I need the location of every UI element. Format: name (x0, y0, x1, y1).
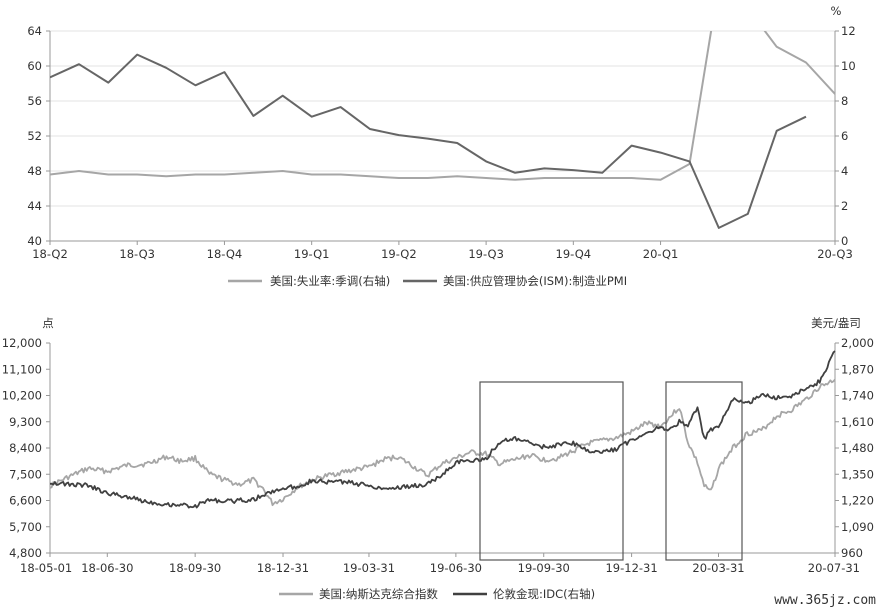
bottom-x-tick-20-03-31: 20-03-31 (692, 561, 744, 575)
bottom-x-tick-labels: 18-05-01 18-06-30 18-09-30 18-12-31 19-03-31… (20, 553, 860, 575)
bottom-left-tick-7-500: 7,500 (9, 467, 42, 481)
top-x-tick-19-q1: 19-Q1 (294, 247, 330, 261)
top-x-tick-19-q4: 19-Q4 (556, 247, 592, 261)
top-series-line-0 (50, 31, 835, 181)
top-chart: 40 44 48 52 56 60 64 0 2 4 6 8 10 12 18-Q2 18-Q3 18-Q4… (27, 4, 856, 288)
bottom-left-tick-9-300: 9,300 (9, 415, 42, 429)
top-left-tick-52: 52 (27, 129, 42, 143)
bottom-x-tick-19-06-30: 19-06-30 (430, 561, 482, 575)
bottom-right-tick-labels: 960 1,090 1,220 1,350 1,480 1,610 1,740 1,870 2,… (835, 336, 874, 560)
bottom-x-tick-20-07-31: 20-07-31 (808, 561, 860, 575)
bottom-chart: 4,800 5,700 6,600 7,500 8,400 9,300 10,200 11,1… (2, 316, 876, 608)
bottom-x-tick-18-05-01: 18-05-01 (20, 561, 72, 575)
bottom-series-lines (49, 350, 836, 509)
top-right-tick-6: 6 (841, 129, 848, 143)
bottom-right-tick-1-740: 1,740 (841, 389, 874, 403)
top-right-unit: % (831, 4, 842, 18)
bottom-left-tick-8-400: 8,400 (9, 441, 42, 455)
top-right-tick-10: 10 (841, 59, 856, 73)
top-legend: 美国:失业率:季调(右轴) 美国:供应管理协会(ISM):制造业PMI (228, 274, 627, 288)
bottom-left-tick-5-700: 5,700 (9, 520, 42, 534)
bottom-right-tick-1-480: 1,480 (841, 441, 874, 455)
bottom-left-tick-6-600: 6,600 (9, 494, 42, 508)
top-left-tick-labels: 40 44 48 52 56 60 64 (27, 24, 42, 248)
top-left-tick-60: 60 (27, 59, 42, 73)
top-x-tick-19-q2: 19-Q2 (381, 247, 417, 261)
highlight-box-2019 (479, 381, 624, 561)
bottom-left-tick-4-800: 4,800 (9, 546, 42, 560)
top-series-lines (50, 31, 835, 229)
top-right-tick-12: 12 (841, 24, 856, 38)
highlight-box-2020 (665, 381, 743, 561)
top-x-tick-labels: 18-Q2 18-Q3 18-Q4 19-Q1 19-Q2 19-Q3 19-Q4 20-Q1… (32, 247, 853, 261)
top-series-line-1 (50, 53, 807, 229)
bottom-series-line-0 (49, 378, 836, 507)
top-right-tick-0: 0 (841, 234, 848, 248)
watermark: www.365jz.com (774, 593, 876, 608)
bottom-left-tick-10-200: 10,200 (2, 389, 42, 403)
bottom-x-tick-19-03-31: 19-03-31 (343, 561, 395, 575)
top-right-tick-8: 8 (841, 94, 848, 108)
bottom-x-tick-19-09-30: 19-09-30 (518, 561, 570, 575)
top-legend-label-pmi: 美国:供应管理协会(ISM):制造业PMI (443, 274, 627, 288)
top-left-tick-48: 48 (27, 164, 42, 178)
bottom-right-tick-960: 960 (841, 546, 863, 560)
top-grid (46, 30, 839, 245)
bottom-right-unit: 美元/盎司 (811, 316, 861, 330)
bottom-right-tick-2-000: 2,000 (841, 336, 874, 350)
bottom-right-tick-1-220: 1,220 (841, 494, 874, 508)
bottom-x-tick-18-06-30: 18-06-30 (81, 561, 133, 575)
bottom-right-tick-1-870: 1,870 (841, 362, 874, 376)
bottom-right-tick-1-090: 1,090 (841, 520, 874, 534)
bottom-x-tick-19-12-31: 19-12-31 (605, 561, 657, 575)
bottom-right-tick-1-610: 1,610 (841, 415, 874, 429)
top-legend-label-unemployment: 美国:失业率:季调(右轴) (270, 274, 390, 288)
bottom-series-line-1 (49, 350, 836, 509)
top-x-tick-18-q2: 18-Q2 (32, 247, 68, 261)
bottom-left-tick-11-100: 11,100 (2, 362, 42, 376)
bottom-x-tick-18-09-30: 18-09-30 (169, 561, 221, 575)
bottom-left-tick-labels: 4,800 5,700 6,600 7,500 8,400 9,300 10,200 11,1… (2, 336, 50, 560)
bottom-left-tick-12-000: 12,000 (2, 336, 42, 350)
top-x-tick-18-q3: 18-Q3 (119, 247, 155, 261)
bottom-left-unit: 点 (42, 316, 54, 330)
top-x-tick-18-q4: 18-Q4 (207, 247, 243, 261)
top-left-tick-56: 56 (27, 94, 42, 108)
top-right-tick-labels: 0 2 4 6 8 10 12 (841, 24, 856, 248)
top-x-tick-20-q1: 20-Q1 (643, 247, 679, 261)
top-right-tick-4: 4 (841, 164, 848, 178)
bottom-x-tick-18-12-31: 18-12-31 (257, 561, 309, 575)
bottom-right-tick-1-350: 1,350 (841, 467, 874, 481)
top-right-tick-2: 2 (841, 199, 848, 213)
bottom-legend-label-gold: 伦敦金现:IDC(右轴) (493, 587, 595, 601)
top-left-tick-44: 44 (27, 199, 42, 213)
top-x-tick-20-q3: 20-Q3 (817, 247, 853, 261)
top-left-tick-40: 40 (27, 234, 42, 248)
top-x-tick-19-q3: 19-Q3 (468, 247, 504, 261)
bottom-legend-label-nasdaq: 美国:纳斯达克综合指数 (319, 587, 438, 601)
bottom-legend: 美国:纳斯达克综合指数 伦敦金现:IDC(右轴) (279, 587, 595, 601)
top-left-tick-64: 64 (27, 24, 42, 38)
